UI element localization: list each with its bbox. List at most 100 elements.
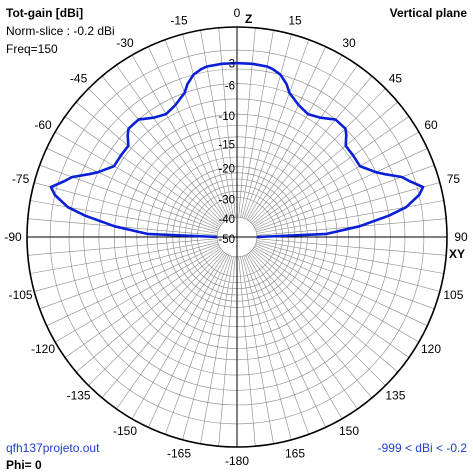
angle-tick-label: -75 <box>12 172 30 186</box>
angle-tick-label: -30 <box>116 36 134 50</box>
grid-spoke <box>200 256 234 444</box>
angle-tick-label: 45 <box>389 72 403 86</box>
grid-spoke <box>88 250 224 386</box>
grid-spoke <box>30 200 218 234</box>
radial-tick-label: -6 <box>225 81 235 93</box>
grid-spoke <box>27 238 218 256</box>
grid-spoke <box>252 249 399 373</box>
angle-tick-label: -60 <box>34 118 52 132</box>
radial-tick-label: -15 <box>218 140 235 152</box>
grid-spoke <box>248 64 358 221</box>
grid-spoke <box>254 246 420 343</box>
grid-spoke <box>54 246 220 343</box>
grid-spoke <box>256 200 444 234</box>
grid-spoke <box>250 88 386 224</box>
grid-spoke <box>164 39 231 219</box>
grid-spoke <box>248 253 358 410</box>
radial-tick-label: -50 <box>218 234 235 246</box>
radial-tick-label: -30 <box>218 195 235 207</box>
grid-spoke <box>64 116 221 226</box>
grid-spoke <box>46 148 220 229</box>
angle-tick-label: 0 <box>234 6 241 20</box>
grid-spoke <box>241 34 292 218</box>
grid-spoke <box>249 75 373 222</box>
grid-spoke <box>243 255 310 435</box>
range-label: -999 < dBi < -0.2 <box>378 441 468 455</box>
file-label: qfh137projeto.out <box>6 441 100 455</box>
angle-tick-label: 30 <box>342 36 356 50</box>
angle-tick-label: 105 <box>443 288 463 302</box>
radial-tick-label: -40 <box>218 214 235 226</box>
angle-tick-label: 15 <box>288 14 302 28</box>
angle-tick-label: 135 <box>385 388 405 402</box>
grid-spoke <box>101 75 225 222</box>
grid-spoke <box>200 30 234 218</box>
radial-tick-label: 3 <box>229 59 235 71</box>
radial-tick-label: -20 <box>218 164 235 176</box>
grid-spoke <box>88 88 224 224</box>
grid-spoke <box>245 46 326 220</box>
grid-spoke <box>39 164 219 231</box>
grid-spoke <box>243 39 310 219</box>
grid-spoke <box>255 243 435 310</box>
grid-spoke <box>218 256 236 447</box>
grid-spoke <box>182 256 233 440</box>
grid-spoke <box>250 250 386 386</box>
grid-spoke <box>164 255 231 435</box>
grid-spoke <box>116 253 226 410</box>
grid-spoke <box>256 182 440 233</box>
angle-tick-label: -105 <box>9 288 33 302</box>
grid-spoke <box>246 254 343 420</box>
grid-spoke <box>253 116 410 226</box>
grid-spoke <box>46 245 220 326</box>
angle-tick-label: -120 <box>31 342 55 356</box>
grid-spoke <box>34 241 218 292</box>
grid-spoke <box>75 101 222 225</box>
angle-tick-label: 150 <box>339 424 359 438</box>
angle-tick-label: -15 <box>170 14 188 28</box>
angle-tick-label: 75 <box>447 172 461 186</box>
grid-spoke <box>238 256 256 447</box>
grid-spoke <box>148 254 229 428</box>
chart-title: Tot-gain [dBi] <box>6 6 83 20</box>
angle-tick-label: -165 <box>167 446 191 460</box>
grid-spoke <box>148 46 229 220</box>
radial-tick-label: -10 <box>218 111 235 123</box>
grid-spoke <box>254 148 428 229</box>
grid-spoke <box>240 30 274 218</box>
grid-spoke <box>218 27 236 218</box>
angle-tick-label: 90 <box>454 230 468 244</box>
norm-slice-label: Norm-slice : -0.2 dBi <box>6 24 115 38</box>
angle-tick-label: -90 <box>4 230 22 244</box>
angle-tick-label: 60 <box>424 118 438 132</box>
grid-spoke <box>54 131 220 228</box>
grid-spoke <box>254 245 428 326</box>
phi-label: Phi= 0 <box>6 458 42 472</box>
grid-spoke <box>34 182 218 233</box>
grid-spoke <box>256 241 440 292</box>
grid-spoke <box>256 240 444 274</box>
grid-spoke <box>256 238 447 256</box>
angle-tick-label: 165 <box>285 446 305 460</box>
xy-axis-label: XY <box>449 247 465 261</box>
grid-spoke <box>246 54 343 220</box>
angle-tick-label: -150 <box>113 424 137 438</box>
angle-tick-label: -180 <box>225 454 249 468</box>
pattern-series <box>49 61 425 239</box>
angle-tick-label: -135 <box>67 388 91 402</box>
grid-spoke <box>245 254 326 428</box>
grid-spoke <box>64 248 221 358</box>
radial-tick-labels: 3 -6 -10 -15 -20 -30 -40 -50 <box>218 59 235 246</box>
polar-grid <box>26 26 448 448</box>
grid-spoke <box>241 256 292 440</box>
angle-tick-label: 120 <box>421 342 441 356</box>
grid-spoke <box>116 64 226 221</box>
grid-spoke <box>182 34 233 218</box>
grid-spoke <box>252 101 399 225</box>
grid-spoke <box>240 256 274 444</box>
grid-spoke <box>255 164 435 231</box>
freq-label: Freq=150 <box>6 42 58 56</box>
z-axis-label: Z <box>245 12 252 26</box>
grid-spoke <box>131 54 228 220</box>
